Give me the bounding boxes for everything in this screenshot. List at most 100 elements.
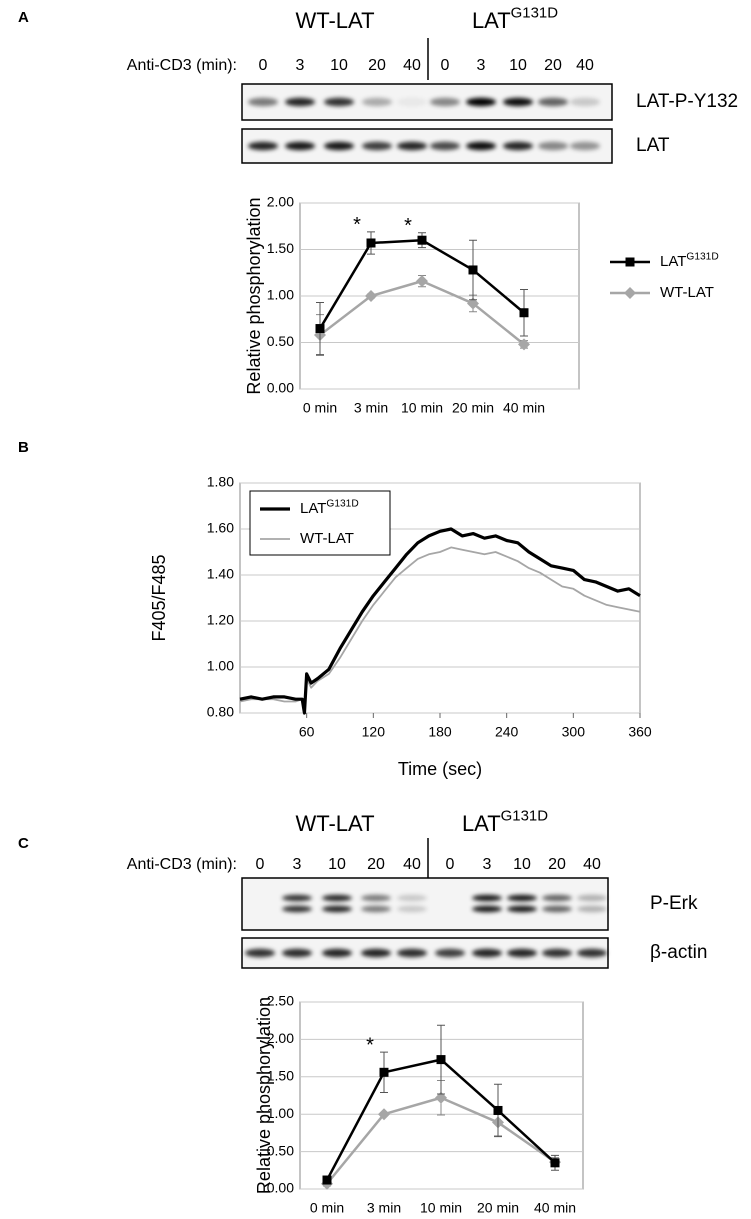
band bbox=[361, 948, 391, 958]
group-label-main: LAT bbox=[472, 8, 511, 33]
band bbox=[282, 948, 312, 958]
y-tick-label: 2.00 bbox=[267, 1030, 294, 1046]
band bbox=[361, 905, 391, 913]
lane-label: 3 bbox=[293, 856, 302, 873]
lane-label: 20 bbox=[548, 856, 566, 873]
x-tick-label: 360 bbox=[628, 724, 652, 740]
band bbox=[466, 141, 496, 151]
x-tick-label: 0 min bbox=[303, 400, 337, 416]
legend-label: LATG131D bbox=[300, 498, 359, 517]
y-tick-label: 2.00 bbox=[267, 194, 294, 210]
x-tick-label: 20 min bbox=[452, 400, 494, 416]
band bbox=[542, 948, 572, 958]
y-tick-label: 1.00 bbox=[207, 658, 234, 674]
blot-row-label: P-Erk bbox=[650, 893, 698, 914]
band bbox=[435, 948, 465, 958]
blot-bands bbox=[245, 948, 607, 958]
band bbox=[472, 894, 502, 902]
marker bbox=[315, 324, 325, 334]
band bbox=[245, 948, 275, 958]
blot-bands bbox=[248, 97, 600, 107]
lane-label: 40 bbox=[583, 856, 601, 873]
lane-label: 10 bbox=[509, 57, 527, 74]
marker bbox=[467, 297, 479, 310]
marker bbox=[378, 1108, 390, 1121]
x-tick-label: 3 min bbox=[354, 400, 388, 416]
group-label: WT-LAT bbox=[295, 811, 374, 836]
legend-box bbox=[249, 490, 391, 556]
marker bbox=[519, 308, 529, 318]
y-tick-label: 0.00 bbox=[267, 1180, 294, 1196]
group-label-main: LAT bbox=[462, 811, 501, 836]
y-tick-label: 0.50 bbox=[267, 333, 294, 349]
band bbox=[538, 141, 568, 151]
lane-label: 0 bbox=[259, 57, 268, 74]
y-tick-label: 0.80 bbox=[207, 704, 234, 720]
marker bbox=[493, 1105, 503, 1115]
panel-label: C bbox=[18, 835, 29, 852]
lane-axis-label: Anti-CD3 (min): bbox=[127, 57, 237, 74]
band bbox=[361, 894, 391, 902]
band bbox=[472, 948, 502, 958]
blot-row-label: LAT bbox=[636, 135, 670, 156]
y-tick-label: 1.50 bbox=[267, 240, 294, 256]
blot-row-label: LAT-P-Y132 bbox=[636, 91, 738, 112]
legend-label-superscript: G131D bbox=[326, 498, 358, 509]
annotation: * bbox=[353, 214, 361, 236]
x-tick-label: 20 min bbox=[477, 1200, 519, 1216]
x-tick-label: 3 min bbox=[367, 1200, 401, 1216]
marker bbox=[624, 287, 636, 299]
band bbox=[577, 905, 607, 913]
marker bbox=[322, 1175, 332, 1185]
band bbox=[322, 894, 352, 902]
y-axis-label: Relative phosphorylation bbox=[254, 997, 274, 1194]
band bbox=[282, 894, 312, 902]
band bbox=[362, 97, 392, 107]
band bbox=[248, 141, 278, 151]
legend-label-main: WT-LAT bbox=[300, 530, 354, 547]
marker bbox=[468, 265, 478, 275]
series-line bbox=[239, 527, 641, 715]
y-tick-label: 1.00 bbox=[267, 1105, 294, 1121]
group-label: LATG131D bbox=[472, 5, 558, 33]
legend-label-main: LAT bbox=[660, 253, 686, 270]
lane-label: 3 bbox=[477, 57, 486, 74]
band bbox=[324, 141, 354, 151]
marker bbox=[550, 1158, 560, 1168]
blot-strip bbox=[241, 877, 609, 931]
group-label: LATG131D bbox=[462, 808, 548, 836]
legend-label-main: WT-LAT bbox=[660, 284, 714, 301]
marker bbox=[417, 235, 427, 245]
lane-label: 20 bbox=[368, 57, 386, 74]
group-label-superscript: G131D bbox=[511, 5, 559, 22]
blot-bands bbox=[282, 894, 607, 913]
band bbox=[322, 948, 352, 958]
band bbox=[507, 905, 537, 913]
band bbox=[397, 141, 427, 151]
marker bbox=[379, 1067, 389, 1077]
band bbox=[285, 97, 315, 107]
band bbox=[466, 97, 496, 107]
band bbox=[507, 948, 537, 958]
lane-label: 20 bbox=[367, 856, 385, 873]
band bbox=[322, 905, 352, 913]
group-label: WT-LAT bbox=[295, 8, 374, 33]
lane-label: 20 bbox=[544, 57, 562, 74]
lane-label: 10 bbox=[328, 856, 346, 873]
lane-label: 3 bbox=[483, 856, 492, 873]
x-tick-label: 10 min bbox=[420, 1200, 462, 1216]
band bbox=[362, 141, 392, 151]
x-tick-label: 0 min bbox=[310, 1200, 344, 1216]
marker bbox=[416, 275, 428, 288]
lane-label: 3 bbox=[296, 57, 305, 74]
x-tick-label: 40 min bbox=[503, 400, 545, 416]
band bbox=[507, 894, 537, 902]
band bbox=[285, 141, 315, 151]
band bbox=[503, 97, 533, 107]
band bbox=[542, 894, 572, 902]
band bbox=[538, 97, 568, 107]
band bbox=[503, 141, 533, 151]
band bbox=[282, 905, 312, 913]
lane-label: 10 bbox=[513, 856, 531, 873]
lane-label: 0 bbox=[446, 856, 455, 873]
